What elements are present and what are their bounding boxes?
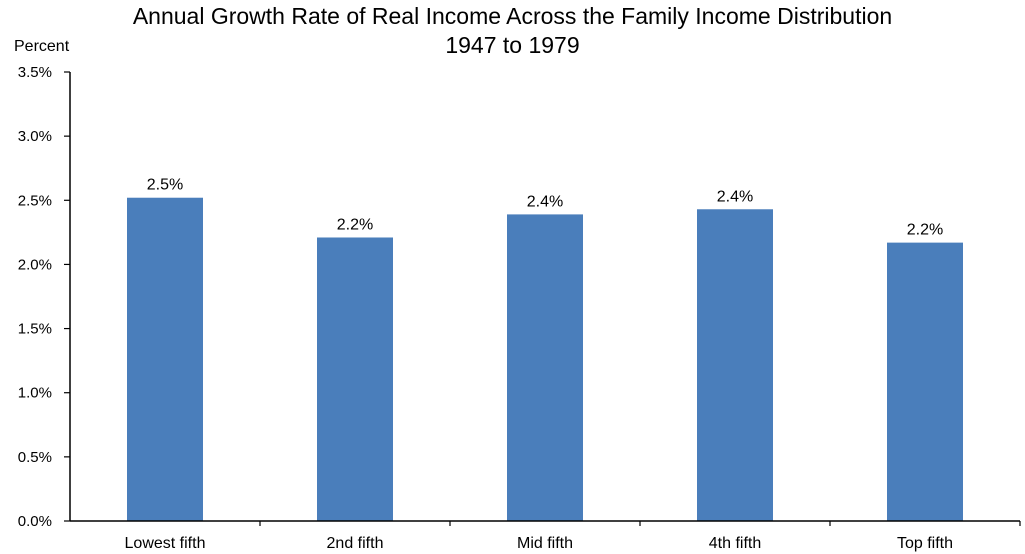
bar [697,209,773,521]
x-tick-label: Top fifth [897,535,953,552]
y-tick-label: 1.5% [18,321,52,338]
x-tick-label: Lowest fifth [125,535,206,552]
x-tick-label: 2nd fifth [327,535,384,552]
bar [887,242,963,521]
bar-data-label: 2.4% [527,193,563,210]
y-tick-label: 3.5% [18,64,52,81]
y-tick-label: 2.5% [18,192,52,209]
y-tick-label: 0.5% [18,449,52,466]
x-axis-ticks: Lowest fifth 2nd fifth Mid fifth 4th fifth T… [125,521,1021,552]
bar [317,237,393,521]
y-tick-label: 1.0% [18,385,52,402]
bar [507,214,583,521]
bars: 2.5% 2.2% 2.4% 2.4% 2.2% [127,177,963,521]
bar-data-label: 2.4% [717,188,753,205]
bar-data-label: 2.5% [147,177,183,194]
bar-data-label: 2.2% [907,222,943,239]
y-tick-label: 2.0% [18,256,52,273]
x-tick-label: 4th fifth [709,535,761,552]
y-axis-label: Percent [14,38,70,55]
bar [127,197,203,521]
x-tick-label: Mid fifth [517,535,573,552]
chart-subtitle: 1947 to 1979 [445,32,580,58]
chart-title: Annual Growth Rate of Real Income Across… [0,2,1025,60]
y-tick-label: 3.0% [18,128,52,145]
y-axis-ticks: 0.0% 0.5% 1.0% 1.5% 2.0% 2.5% 3.0% 3.5% [18,64,70,530]
y-tick-label: 0.0% [18,513,52,530]
chart-title-line: Annual Growth Rate of Real Income Across… [132,3,893,29]
bar-data-label: 2.2% [337,216,373,233]
